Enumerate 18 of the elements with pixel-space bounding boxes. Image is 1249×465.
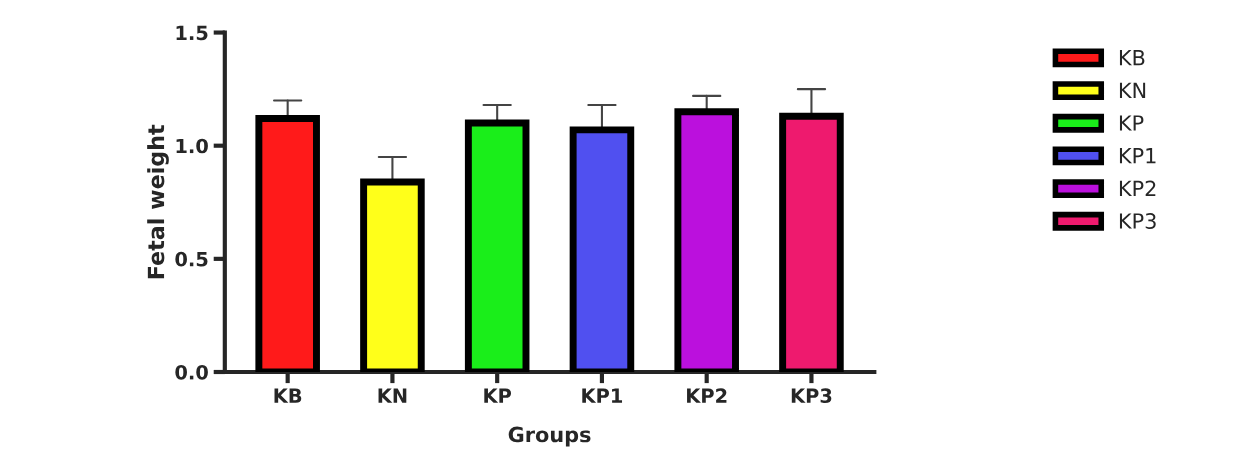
y-tick-label: 0.0	[175, 364, 208, 380]
x-tick-label: KP2	[687, 388, 727, 403]
legend-label: KP1	[1119, 148, 1156, 164]
y-tick-label: 1.5	[176, 25, 208, 41]
x-tick-label: KP3	[791, 388, 832, 404]
y-axis-title: Fetal weight	[147, 124, 169, 279]
legend-label: KP2	[1119, 180, 1156, 196]
x-tick-label: KN	[378, 388, 407, 403]
x-tick-label: KB	[274, 388, 302, 403]
legend-label: KP3	[1119, 213, 1156, 229]
x-tick-label: KP	[484, 388, 512, 403]
legend-label: KN	[1119, 82, 1146, 98]
y-tick-label: 1.0	[176, 138, 208, 154]
x-axis-title: Groups	[508, 426, 591, 447]
legend-label: KB	[1119, 50, 1145, 66]
y-tick-label: 0.5	[175, 251, 208, 267]
legend-label: KP	[1119, 115, 1144, 131]
x-tick-label: KP1	[582, 388, 623, 403]
